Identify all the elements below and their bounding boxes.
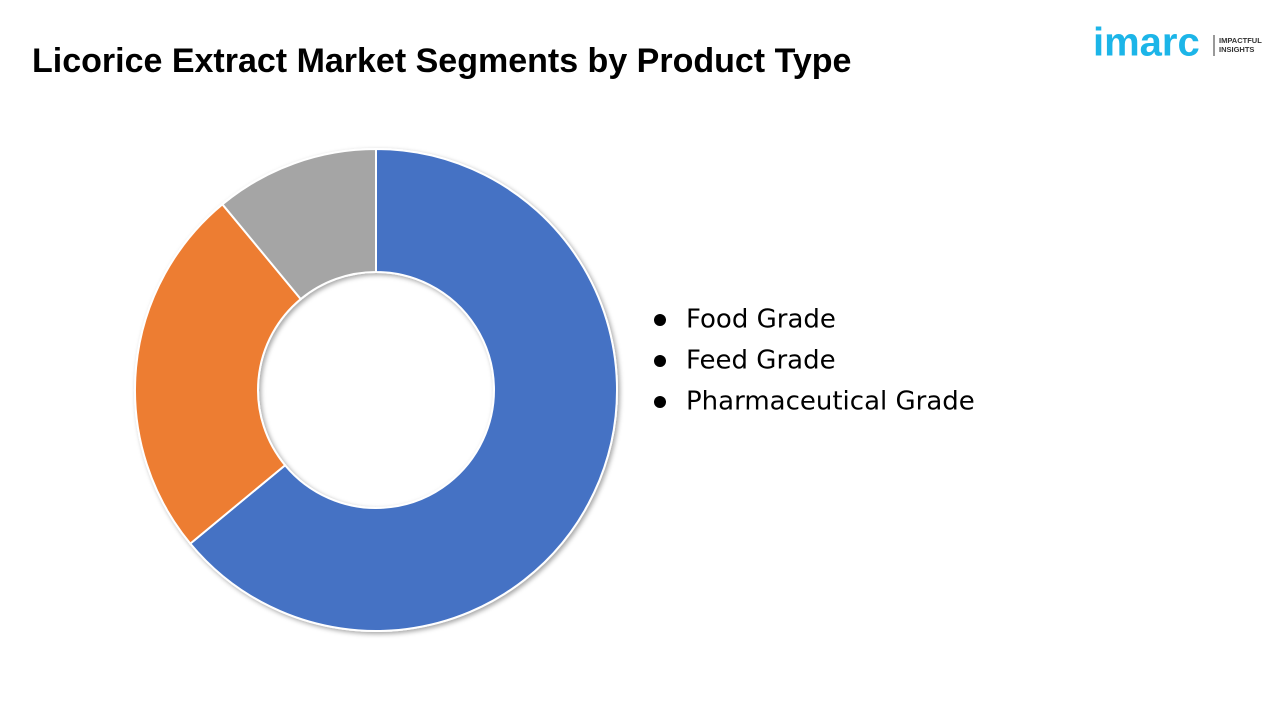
legend-label: Feed Grade — [686, 346, 836, 376]
legend-bullet — [654, 396, 666, 408]
donut — [134, 147, 618, 632]
legend-label: Pharmaceutical Grade — [686, 387, 975, 417]
donut-slice — [220, 147, 377, 301]
donut-slice — [188, 147, 618, 632]
chart-title: Licorice Extract Market Segments by Prod… — [32, 42, 851, 80]
logo-name: imarc — [1093, 21, 1200, 65]
legend-label: Food Grade — [686, 305, 836, 335]
legend-bullet — [654, 314, 666, 326]
logo-tagline: INSIGHTS — [1219, 45, 1254, 54]
logo-tagline: IMPACTFUL — [1219, 36, 1262, 45]
legend-bullet — [654, 355, 666, 367]
logo: imarc IMPACTFUL INSIGHTS — [1093, 21, 1262, 65]
legend: Food Grade Feed Grade Pharmaceutical Grade — [654, 305, 975, 417]
donut-slice — [134, 202, 303, 546]
